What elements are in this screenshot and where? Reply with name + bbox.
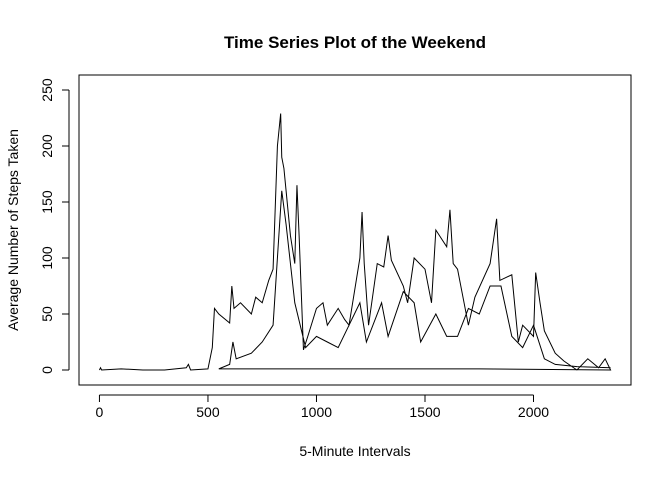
y-tick-label: 150 xyxy=(39,190,55,214)
y-tick-label: 100 xyxy=(39,246,55,270)
x-tick-label: 2000 xyxy=(518,404,549,420)
plot-box xyxy=(78,74,632,386)
x-tick-label: 1500 xyxy=(409,404,440,420)
x-tick-label: 1000 xyxy=(301,404,332,420)
y-tick-label: 250 xyxy=(39,78,55,102)
y-tick-label: 0 xyxy=(39,366,55,374)
y-tick-label: 50 xyxy=(39,306,55,322)
chart-title: Time Series Plot of the Weekend xyxy=(224,33,486,52)
x-axis-label: 5-Minute Intervals xyxy=(299,443,410,459)
x-tick-label: 500 xyxy=(196,404,220,420)
data-line xyxy=(98,113,612,371)
x-tick-label: 0 xyxy=(96,404,104,420)
y-tick-label: 200 xyxy=(39,134,55,158)
y-axis-label: Average Number of Steps Taken xyxy=(5,129,21,331)
